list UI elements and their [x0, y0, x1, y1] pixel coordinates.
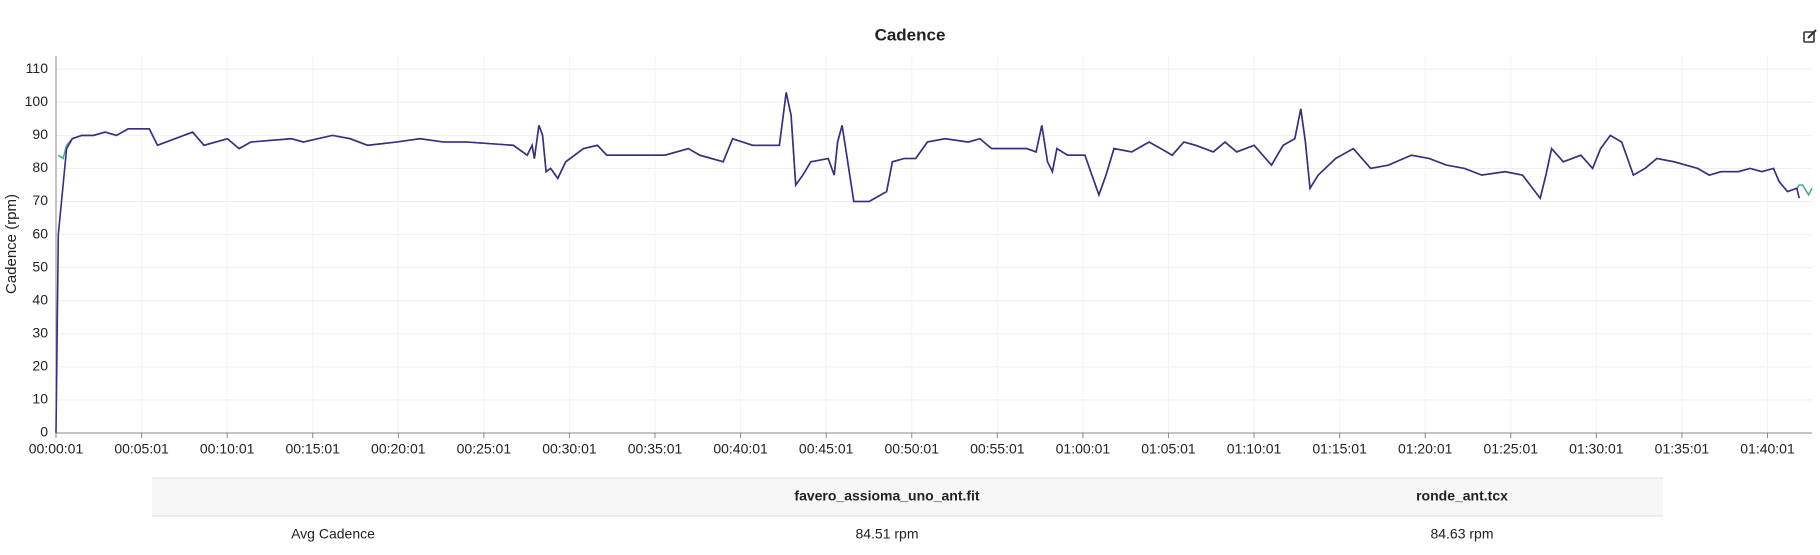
x-tick-label: 01:25:01: [1484, 441, 1539, 457]
x-tick-label: 00:55:01: [970, 441, 1025, 457]
table-header-bg: [152, 478, 1663, 516]
y-tick-label: 70: [32, 192, 48, 208]
x-tick-label: 00:10:01: [200, 441, 255, 457]
y-tick-label: 20: [32, 358, 48, 374]
x-tick-label: 00:50:01: [885, 441, 940, 457]
x-tick-label: 00:25:01: [457, 441, 512, 457]
y-tick-label: 40: [32, 291, 48, 307]
x-tick-label: 01:10:01: [1227, 441, 1282, 457]
table-cell: 84.63 rpm: [1430, 526, 1493, 542]
series-line: [57, 92, 1813, 203]
table-cell: 84.51 rpm: [855, 526, 918, 542]
x-tick-label: 01:35:01: [1655, 441, 1710, 457]
y-axis-label: Cadence (rpm): [3, 194, 20, 294]
x-tick-label: 01:40:01: [1740, 441, 1795, 457]
x-tick-label: 01:05:01: [1141, 441, 1196, 457]
x-tick-label: 00:40:01: [713, 441, 768, 457]
x-tick-label: 00:45:01: [799, 441, 854, 457]
chart-title: Cadence: [875, 25, 946, 44]
x-tick-label: 00:20:01: [371, 441, 426, 457]
y-tick-label: 30: [32, 324, 48, 340]
y-tick-label: 100: [25, 93, 49, 109]
table-row-label: Avg Cadence: [291, 526, 375, 542]
x-tick-label: 01:30:01: [1569, 441, 1624, 457]
x-tick-label: 00:30:01: [542, 441, 597, 457]
y-tick-label: 110: [26, 60, 49, 76]
series-line: [55, 92, 1800, 434]
x-tick-label: 01:00:01: [1056, 441, 1111, 457]
table-header: ronde_ant.tcx: [1416, 488, 1508, 504]
x-tick-label: 00:15:01: [285, 441, 340, 457]
y-tick-label: 80: [32, 159, 48, 175]
x-tick-label: 01:20:01: [1398, 441, 1453, 457]
export-icon[interactable]: [1803, 29, 1817, 43]
y-tick-label: 60: [32, 225, 48, 241]
y-tick-label: 90: [32, 126, 48, 142]
y-tick-label: 50: [32, 258, 48, 274]
x-tick-label: 00:05:01: [114, 441, 169, 457]
x-tick-label: 00:35:01: [628, 441, 683, 457]
x-tick-label: 00:00:01: [29, 441, 84, 457]
y-tick-label: 0: [40, 424, 48, 440]
y-tick-label: 10: [32, 391, 48, 407]
x-tick-label: 01:15:01: [1312, 441, 1367, 457]
table-header: favero_assioma_uno_ant.fit: [794, 488, 980, 504]
